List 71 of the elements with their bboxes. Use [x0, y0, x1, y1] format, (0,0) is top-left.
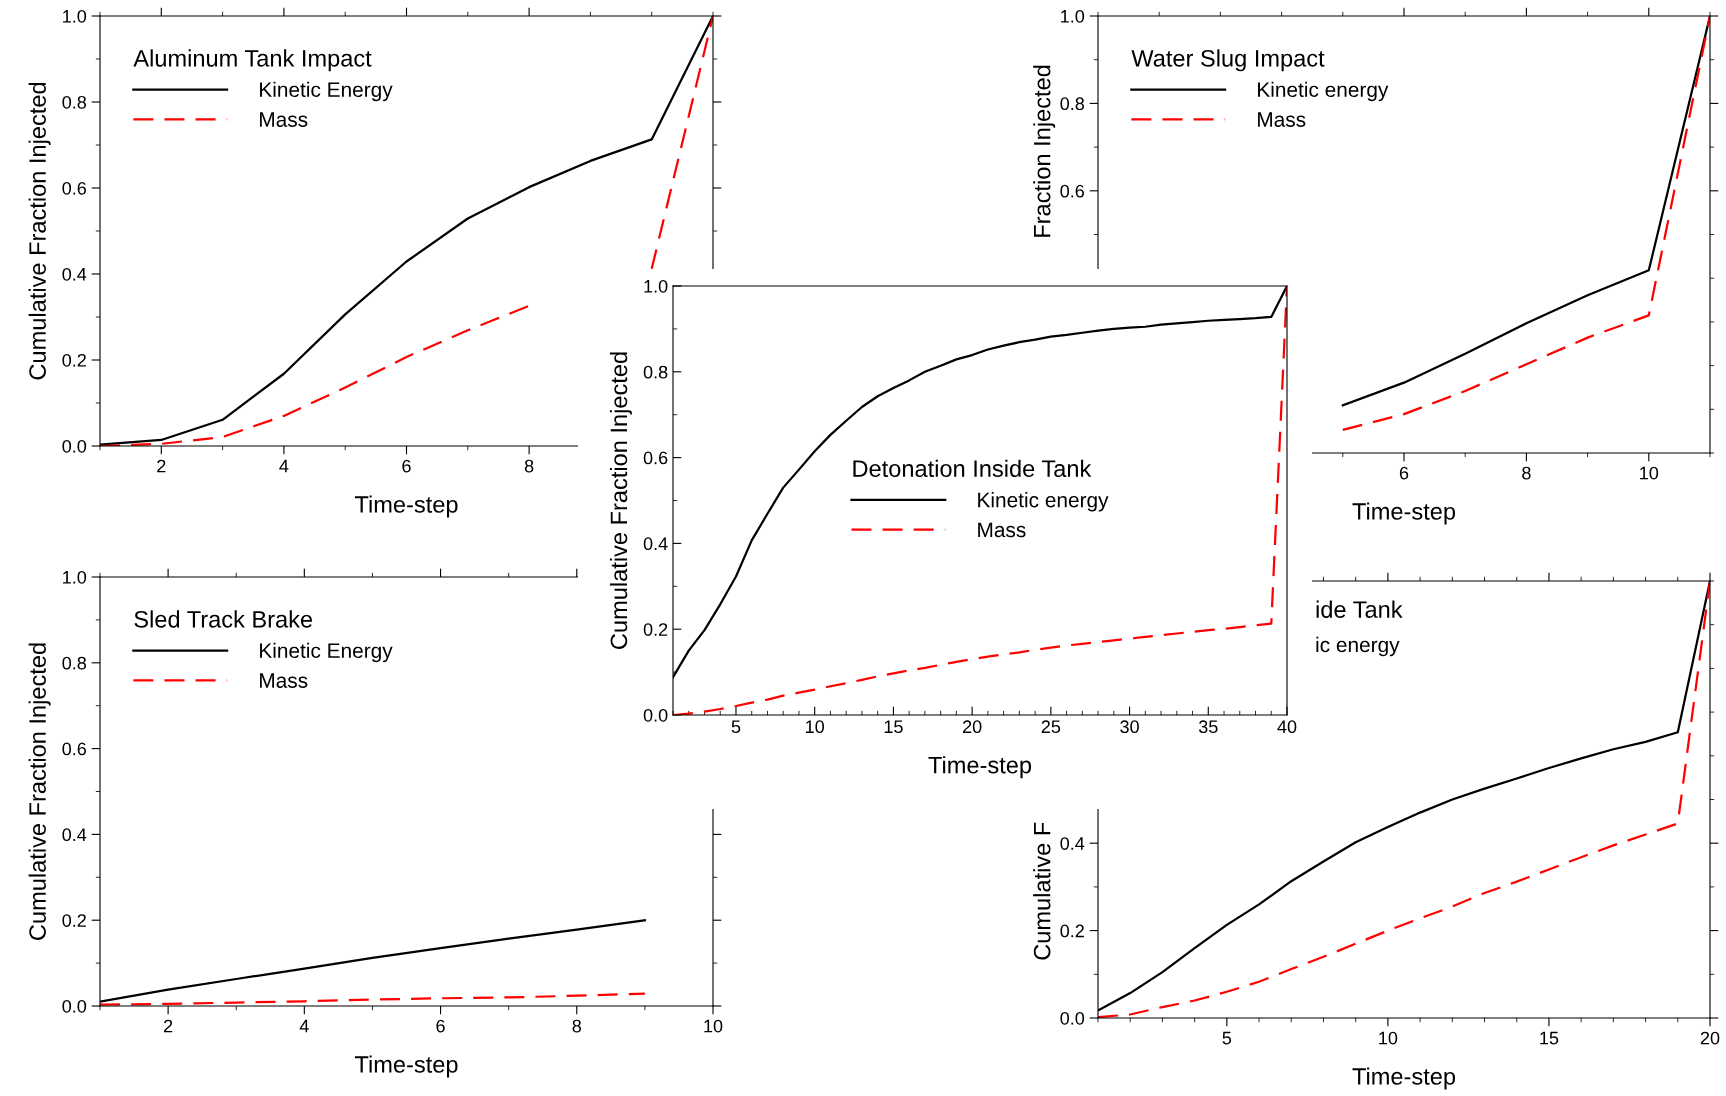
x-tick-label: 4 [299, 1019, 309, 1033]
x-tick-label: 8 [524, 459, 534, 473]
x-tick-label: 30 [1120, 720, 1139, 734]
y-tick-label: 0.2 [62, 914, 86, 927]
x-tick-label: 10 [1640, 466, 1659, 480]
x-tick-label: 15 [1540, 1031, 1559, 1045]
x-axis-title: Time-step [1352, 502, 1456, 525]
legend-label: Mass [978, 522, 1026, 538]
y-tick-label: 0.6 [1060, 184, 1085, 198]
x-tick-label: 25 [1041, 720, 1061, 734]
y-tick-label: 0.4 [62, 267, 87, 281]
legend-label: Mass [260, 112, 308, 127]
y-tick-label: 0.0 [62, 999, 87, 1013]
legend-label: Kinetic Energy [260, 642, 393, 663]
x-tick-label: 2 [164, 1019, 173, 1033]
y-tick-label: 0.6 [62, 742, 87, 756]
y-tick-label: 0.6 [62, 181, 87, 195]
y-tick-label: 1.0 [644, 279, 668, 293]
x-axis-title: Time-step [1352, 1067, 1456, 1090]
x-axis-title: Time-step [355, 495, 458, 518]
x-tick-label: 35 [1198, 720, 1218, 734]
x-tick-label: 20 [963, 720, 982, 734]
y-tick-label: 0.2 [643, 623, 668, 636]
legend-label: Mass [1258, 112, 1306, 127]
x-tick-label: 6 [436, 1019, 445, 1033]
y-axis-title: Cumulative Fraction Injected [609, 352, 632, 649]
y-tick-label: 0.0 [1060, 1011, 1085, 1025]
legend-label: Kinetic Energy [260, 81, 393, 102]
x-axis-title: Time-step [928, 756, 1032, 779]
y-axis-title: Cumulative Fraction Injected [28, 82, 51, 380]
legend-label: Kinetic energy [978, 492, 1109, 512]
y-tick-label: 1.0 [63, 9, 87, 23]
y-tick-label: 0.8 [62, 656, 87, 670]
x-tick-label: 40 [1277, 720, 1297, 734]
x-tick-label: 8 [1522, 466, 1531, 480]
x-tick-label: 15 [884, 720, 903, 734]
x-tick-label: 5 [731, 720, 741, 734]
y-axis-title: Fraction Injected [1033, 65, 1056, 237]
text: Sled Track Brake [134, 610, 313, 628]
x-axis-title: Time-step [355, 1055, 458, 1078]
y-tick-label: 0.8 [1060, 97, 1085, 111]
x-tick-label: 10 [704, 1019, 723, 1033]
y-tick-label: 0.8 [62, 95, 87, 109]
y-axis-title: Cumulative F [1033, 822, 1051, 960]
x-tick-label: 4 [279, 459, 289, 473]
x-tick-label: 6 [1399, 466, 1409, 480]
text: Aluminum Tank Impact [133, 49, 372, 72]
y-tick-label: 0.2 [62, 353, 86, 367]
x-tick-label: 5 [1222, 1031, 1232, 1045]
x-tick-label: 20 [1700, 1031, 1720, 1045]
x-tick-label: 2 [157, 459, 166, 473]
legend-label: Mass [260, 673, 308, 688]
x-tick-label: 6 [402, 459, 411, 473]
text: ide Tank [1316, 600, 1403, 618]
x-tick-label: 8 [572, 1019, 582, 1033]
annotation: ic energy [1316, 636, 1400, 657]
y-tick-label: 0.4 [643, 537, 668, 551]
y-tick-label: 0.4 [62, 828, 87, 842]
y-tick-label: 0.8 [643, 365, 668, 379]
text: Detonation Inside Tank [853, 459, 1092, 477]
y-axis-title: Cumulative Fraction Injected [28, 643, 51, 940]
y-tick-label: 1.0 [1061, 9, 1085, 23]
y-tick-label: 0.0 [643, 708, 668, 722]
y-tick-label: 1.0 [63, 570, 87, 584]
x-tick-label: 10 [1379, 1031, 1398, 1045]
y-tick-label: 0.4 [1060, 837, 1085, 850]
legend-label: Kinetic energy [1258, 81, 1389, 102]
x-tick-label: 10 [806, 720, 825, 734]
y-tick-label: 0.6 [643, 451, 668, 465]
text: Water Slug Impact [1131, 49, 1325, 72]
y-tick-label: 0.2 [1060, 924, 1084, 938]
